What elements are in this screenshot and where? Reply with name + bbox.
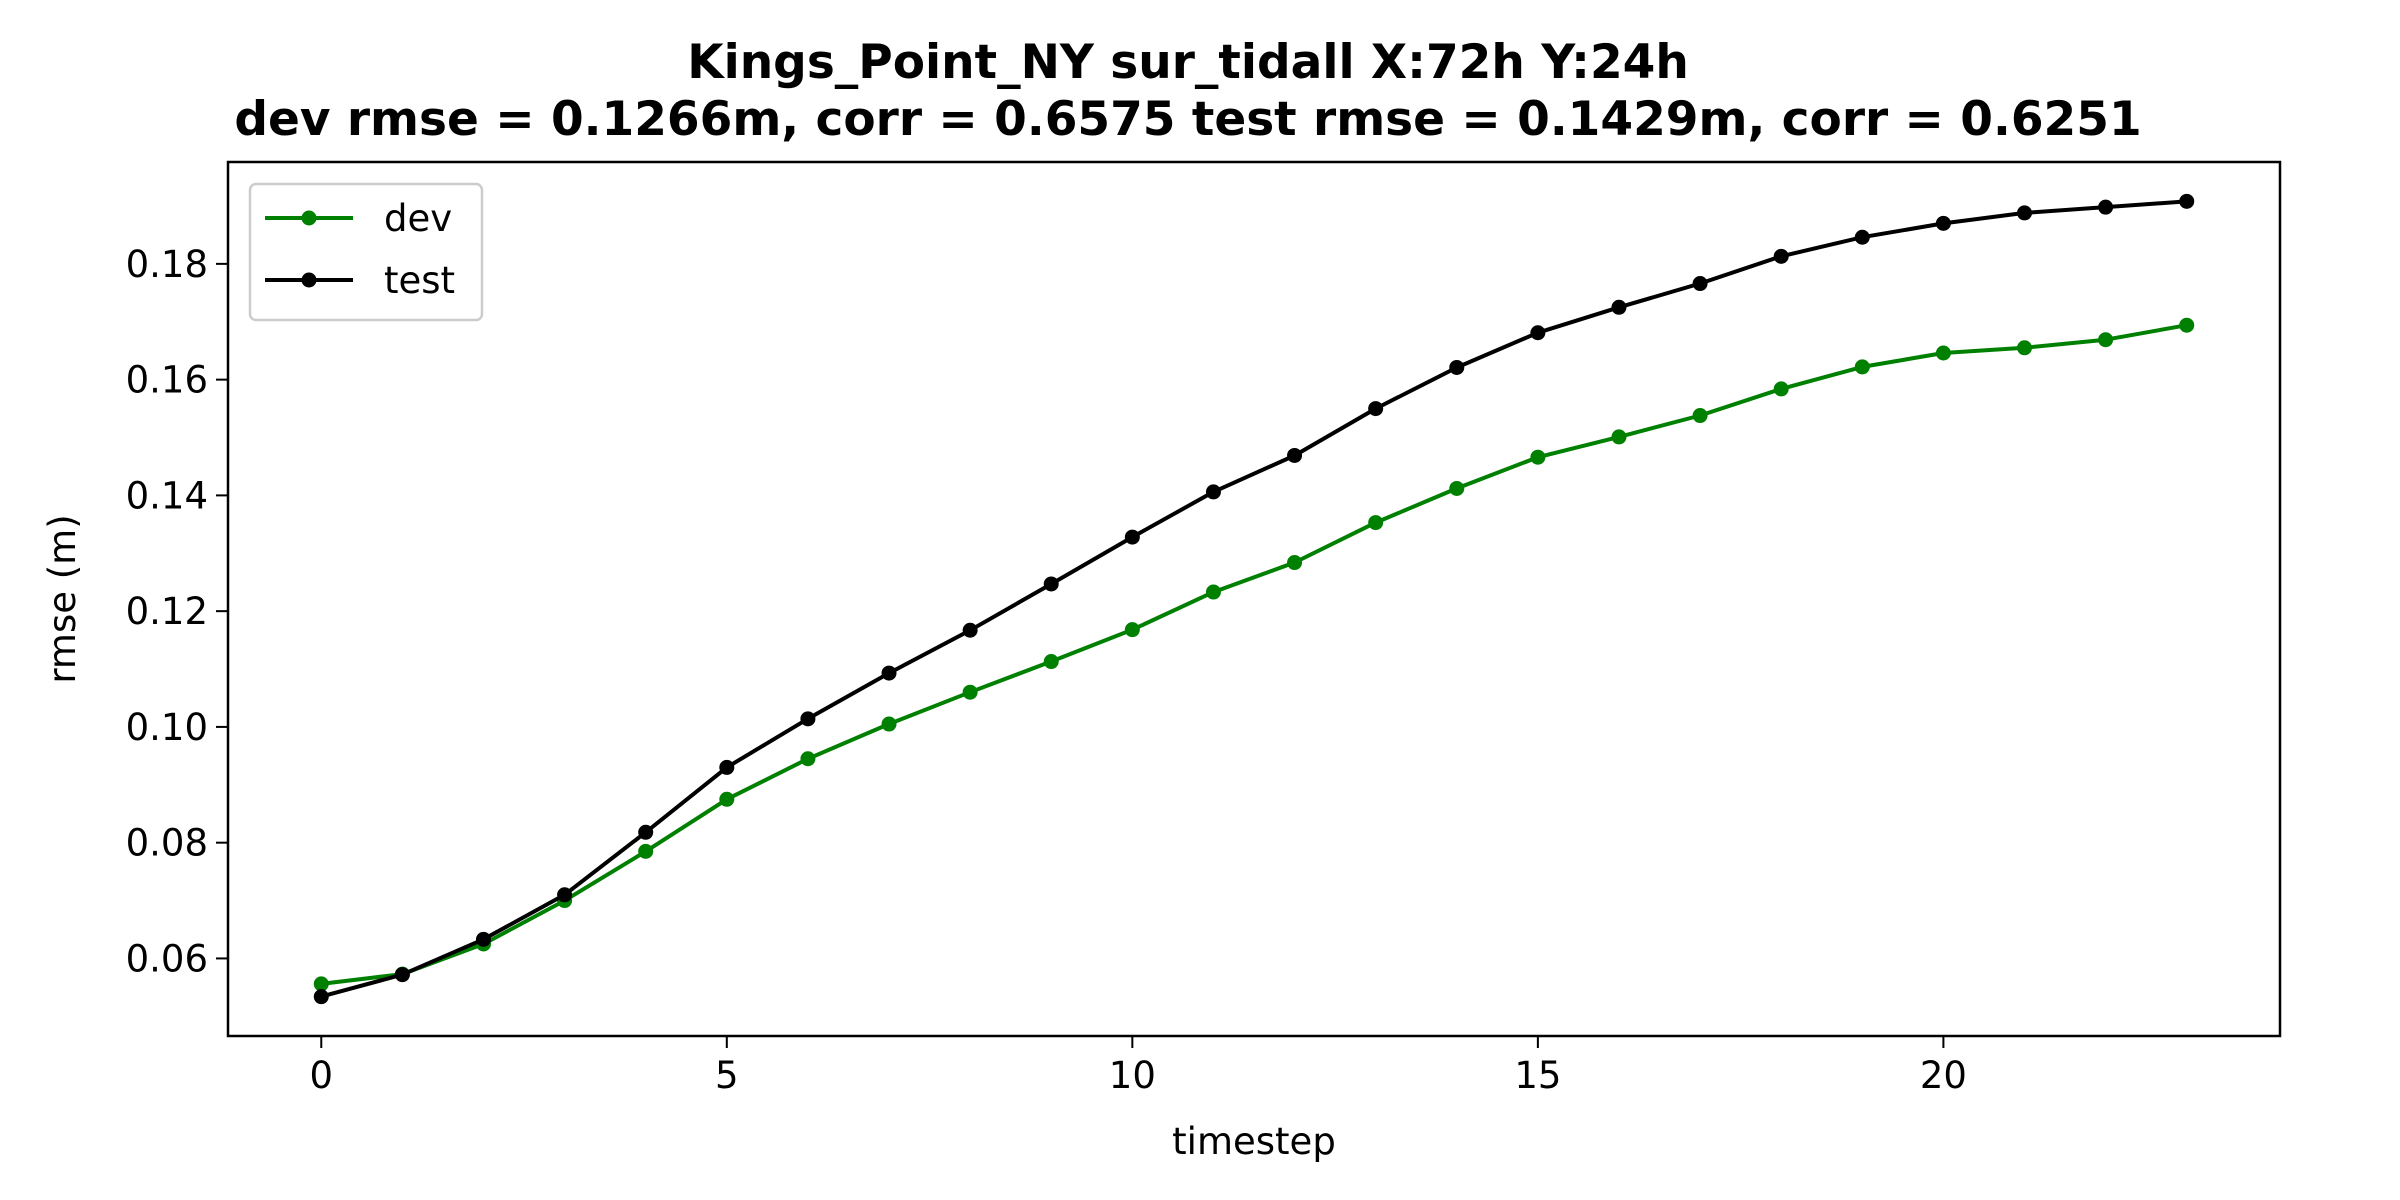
legend: dev test: [248, 182, 484, 322]
dev-data-point: [1611, 429, 1627, 445]
x-tick-label: 0: [309, 1054, 333, 1097]
x-axis: 0 5 10 15 20: [309, 1036, 1967, 1097]
test-data-point: [800, 711, 816, 727]
x-tick-label: 15: [1514, 1054, 1561, 1097]
chart-title: Kings_Point_NY sur_tidall X:72h Y:24h: [687, 35, 1689, 90]
dev-data-point: [1368, 515, 1384, 531]
y-tick-label: 0.06: [126, 937, 208, 980]
dev-data-point: [1287, 555, 1303, 571]
x-tick-label: 20: [1920, 1054, 1967, 1097]
y-axis-label: rmse (m): [41, 514, 84, 683]
dev-series-line: [321, 323, 2188, 986]
dev-data-point: [1124, 622, 1140, 638]
dev-data-point: [881, 716, 897, 732]
legend-marker-test: [301, 272, 317, 288]
chart-subtitle: dev rmse = 0.1266m, corr = 0.6575 test r…: [234, 92, 2141, 147]
test-data-point: [1287, 447, 1303, 463]
y-tick-label: 0.10: [126, 706, 208, 749]
test-data-point: [2017, 205, 2033, 221]
y-tick-label: 0.08: [126, 822, 208, 865]
test-data-point: [638, 824, 654, 840]
legend-label-dev: dev: [384, 197, 452, 240]
x-tick-label: 10: [1109, 1054, 1156, 1097]
dev-data-point: [313, 976, 329, 992]
dev-data-point: [638, 843, 654, 859]
dev-data-point: [2017, 340, 2033, 356]
dev-data-point: [2179, 317, 2195, 333]
test-data-point: [1124, 529, 1140, 545]
test-data-point: [1692, 276, 1708, 292]
test-data-point: [1611, 299, 1627, 315]
test-data-point: [1043, 576, 1059, 592]
test-data-point: [1854, 229, 1870, 245]
dev-data-point: [1205, 584, 1221, 600]
dev-data-point: [1854, 359, 1870, 375]
test-data-point: [1449, 359, 1465, 375]
test-data-point: [1368, 401, 1384, 417]
legend-marker-dev: [301, 210, 317, 226]
y-tick-label: 0.16: [126, 359, 208, 402]
dev-data-point: [1935, 345, 1951, 361]
test-data-point: [2179, 193, 2195, 209]
test-data-point: [1205, 484, 1221, 500]
x-axis-label: timestep: [1172, 1120, 1336, 1163]
test-data-point: [557, 887, 573, 903]
test-data-point: [962, 622, 978, 638]
test-data-point: [1935, 215, 1951, 231]
y-axis: 0.06 0.08 0.10 0.12 0.14 0.16 0.18: [126, 243, 228, 980]
test-data-point: [2098, 199, 2114, 215]
axes-frame: [226, 160, 2282, 1038]
test-series-line: [320, 199, 2187, 999]
x-tick-label: 5: [715, 1054, 739, 1097]
dev-data-point: [800, 751, 816, 767]
dev-data-point: [1043, 654, 1059, 670]
dev-data-point: [1692, 408, 1708, 424]
test-data-point: [881, 665, 897, 681]
test-data-point: [313, 989, 329, 1005]
test-data-point: [1773, 248, 1789, 264]
dev-data-point: [719, 791, 735, 807]
dev-data-point: [1773, 381, 1789, 397]
test-data-point: [475, 931, 491, 947]
test-data-point: [1530, 325, 1546, 341]
y-tick-label: 0.12: [126, 590, 208, 633]
test-data-point: [719, 759, 735, 775]
plot-area: [313, 193, 2195, 1005]
dev-data-point: [1530, 449, 1546, 465]
dev-data-point: [962, 684, 978, 700]
legend-label-test: test: [384, 259, 455, 302]
dev-data-point: [2098, 332, 2114, 348]
y-tick-label: 0.18: [126, 243, 208, 286]
test-data-point: [394, 967, 410, 983]
dev-data-point: [1449, 480, 1465, 496]
y-tick-label: 0.14: [126, 474, 208, 517]
